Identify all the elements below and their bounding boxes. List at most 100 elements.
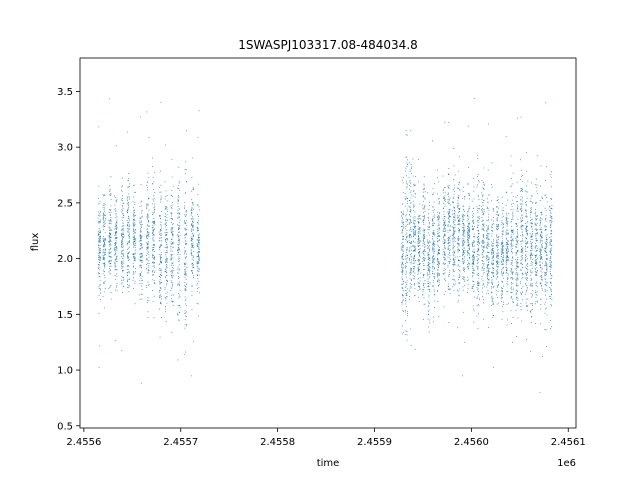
data-point bbox=[488, 251, 490, 253]
data-point bbox=[160, 191, 162, 193]
data-point bbox=[520, 217, 521, 219]
data-point bbox=[453, 148, 455, 149]
data-point bbox=[413, 266, 415, 268]
data-point bbox=[198, 240, 200, 242]
data-point bbox=[433, 253, 435, 255]
data-point bbox=[453, 179, 455, 180]
data-point bbox=[444, 252, 446, 254]
data-point bbox=[487, 255, 488, 257]
data-point bbox=[126, 272, 128, 274]
data-point bbox=[462, 277, 464, 279]
data-point bbox=[478, 218, 480, 220]
data-point bbox=[103, 254, 105, 256]
data-point bbox=[153, 263, 155, 265]
data-point bbox=[511, 279, 513, 280]
data-point bbox=[438, 218, 440, 220]
data-point bbox=[159, 297, 160, 299]
data-point bbox=[139, 273, 141, 275]
data-point bbox=[116, 256, 118, 258]
data-point bbox=[437, 265, 439, 266]
data-point bbox=[467, 254, 468, 256]
data-point bbox=[443, 235, 445, 237]
data-point bbox=[129, 239, 131, 241]
data-point bbox=[414, 267, 415, 269]
data-point bbox=[521, 272, 523, 274]
data-point bbox=[473, 281, 475, 282]
data-point bbox=[453, 239, 455, 241]
data-point bbox=[178, 231, 180, 233]
data-point bbox=[517, 234, 519, 236]
data-point bbox=[412, 205, 414, 207]
data-point bbox=[184, 214, 186, 216]
data-point bbox=[146, 258, 148, 260]
data-point bbox=[473, 261, 474, 262]
data-point bbox=[507, 232, 509, 234]
data-point bbox=[184, 168, 186, 170]
data-point bbox=[178, 320, 180, 322]
data-point bbox=[457, 187, 459, 189]
data-point bbox=[408, 236, 410, 237]
data-point bbox=[177, 272, 179, 274]
data-point bbox=[452, 219, 454, 221]
data-point bbox=[432, 247, 433, 249]
data-point bbox=[505, 204, 507, 206]
data-point bbox=[423, 235, 425, 237]
data-point bbox=[463, 279, 464, 281]
data-point bbox=[453, 227, 455, 229]
data-point bbox=[408, 250, 410, 251]
data-point bbox=[517, 232, 519, 234]
data-point bbox=[414, 250, 416, 252]
data-point bbox=[468, 208, 470, 210]
data-point bbox=[110, 208, 112, 210]
data-point bbox=[503, 255, 504, 257]
data-point bbox=[406, 339, 408, 341]
data-point bbox=[193, 236, 194, 237]
data-point bbox=[405, 215, 406, 217]
data-point bbox=[526, 288, 528, 290]
data-point bbox=[487, 282, 489, 284]
data-point bbox=[529, 351, 531, 352]
data-point bbox=[190, 375, 192, 377]
data-point bbox=[532, 228, 534, 230]
data-point bbox=[177, 250, 179, 252]
data-point bbox=[408, 251, 410, 253]
data-point bbox=[452, 235, 454, 237]
data-point bbox=[171, 273, 173, 274]
data-point bbox=[448, 215, 450, 217]
data-point bbox=[406, 237, 408, 239]
data-point bbox=[452, 241, 454, 242]
data-point bbox=[532, 223, 533, 225]
data-point bbox=[129, 251, 130, 253]
data-point bbox=[147, 217, 149, 219]
data-point bbox=[531, 253, 532, 255]
data-point bbox=[418, 282, 420, 283]
data-point bbox=[159, 290, 161, 291]
data-point bbox=[141, 260, 143, 262]
data-point bbox=[423, 259, 425, 261]
data-point bbox=[410, 242, 412, 244]
data-point bbox=[501, 262, 503, 263]
data-point bbox=[520, 269, 522, 270]
data-point bbox=[427, 192, 429, 193]
data-point bbox=[457, 248, 459, 250]
data-point bbox=[134, 237, 136, 238]
data-point bbox=[404, 303, 406, 305]
data-point bbox=[438, 252, 439, 254]
data-point bbox=[102, 238, 104, 240]
data-point bbox=[191, 218, 193, 220]
data-point bbox=[433, 233, 435, 235]
data-point bbox=[121, 198, 123, 199]
data-point bbox=[467, 260, 468, 262]
data-point bbox=[121, 276, 123, 277]
data-point bbox=[517, 275, 519, 277]
data-point bbox=[497, 244, 499, 246]
data-point bbox=[401, 212, 403, 213]
data-point bbox=[196, 261, 198, 263]
data-point bbox=[109, 233, 111, 235]
data-point bbox=[472, 281, 474, 282]
data-point bbox=[437, 269, 439, 270]
data-point bbox=[482, 280, 484, 282]
data-point bbox=[135, 244, 136, 246]
data-point bbox=[447, 192, 449, 194]
data-point bbox=[134, 220, 136, 222]
